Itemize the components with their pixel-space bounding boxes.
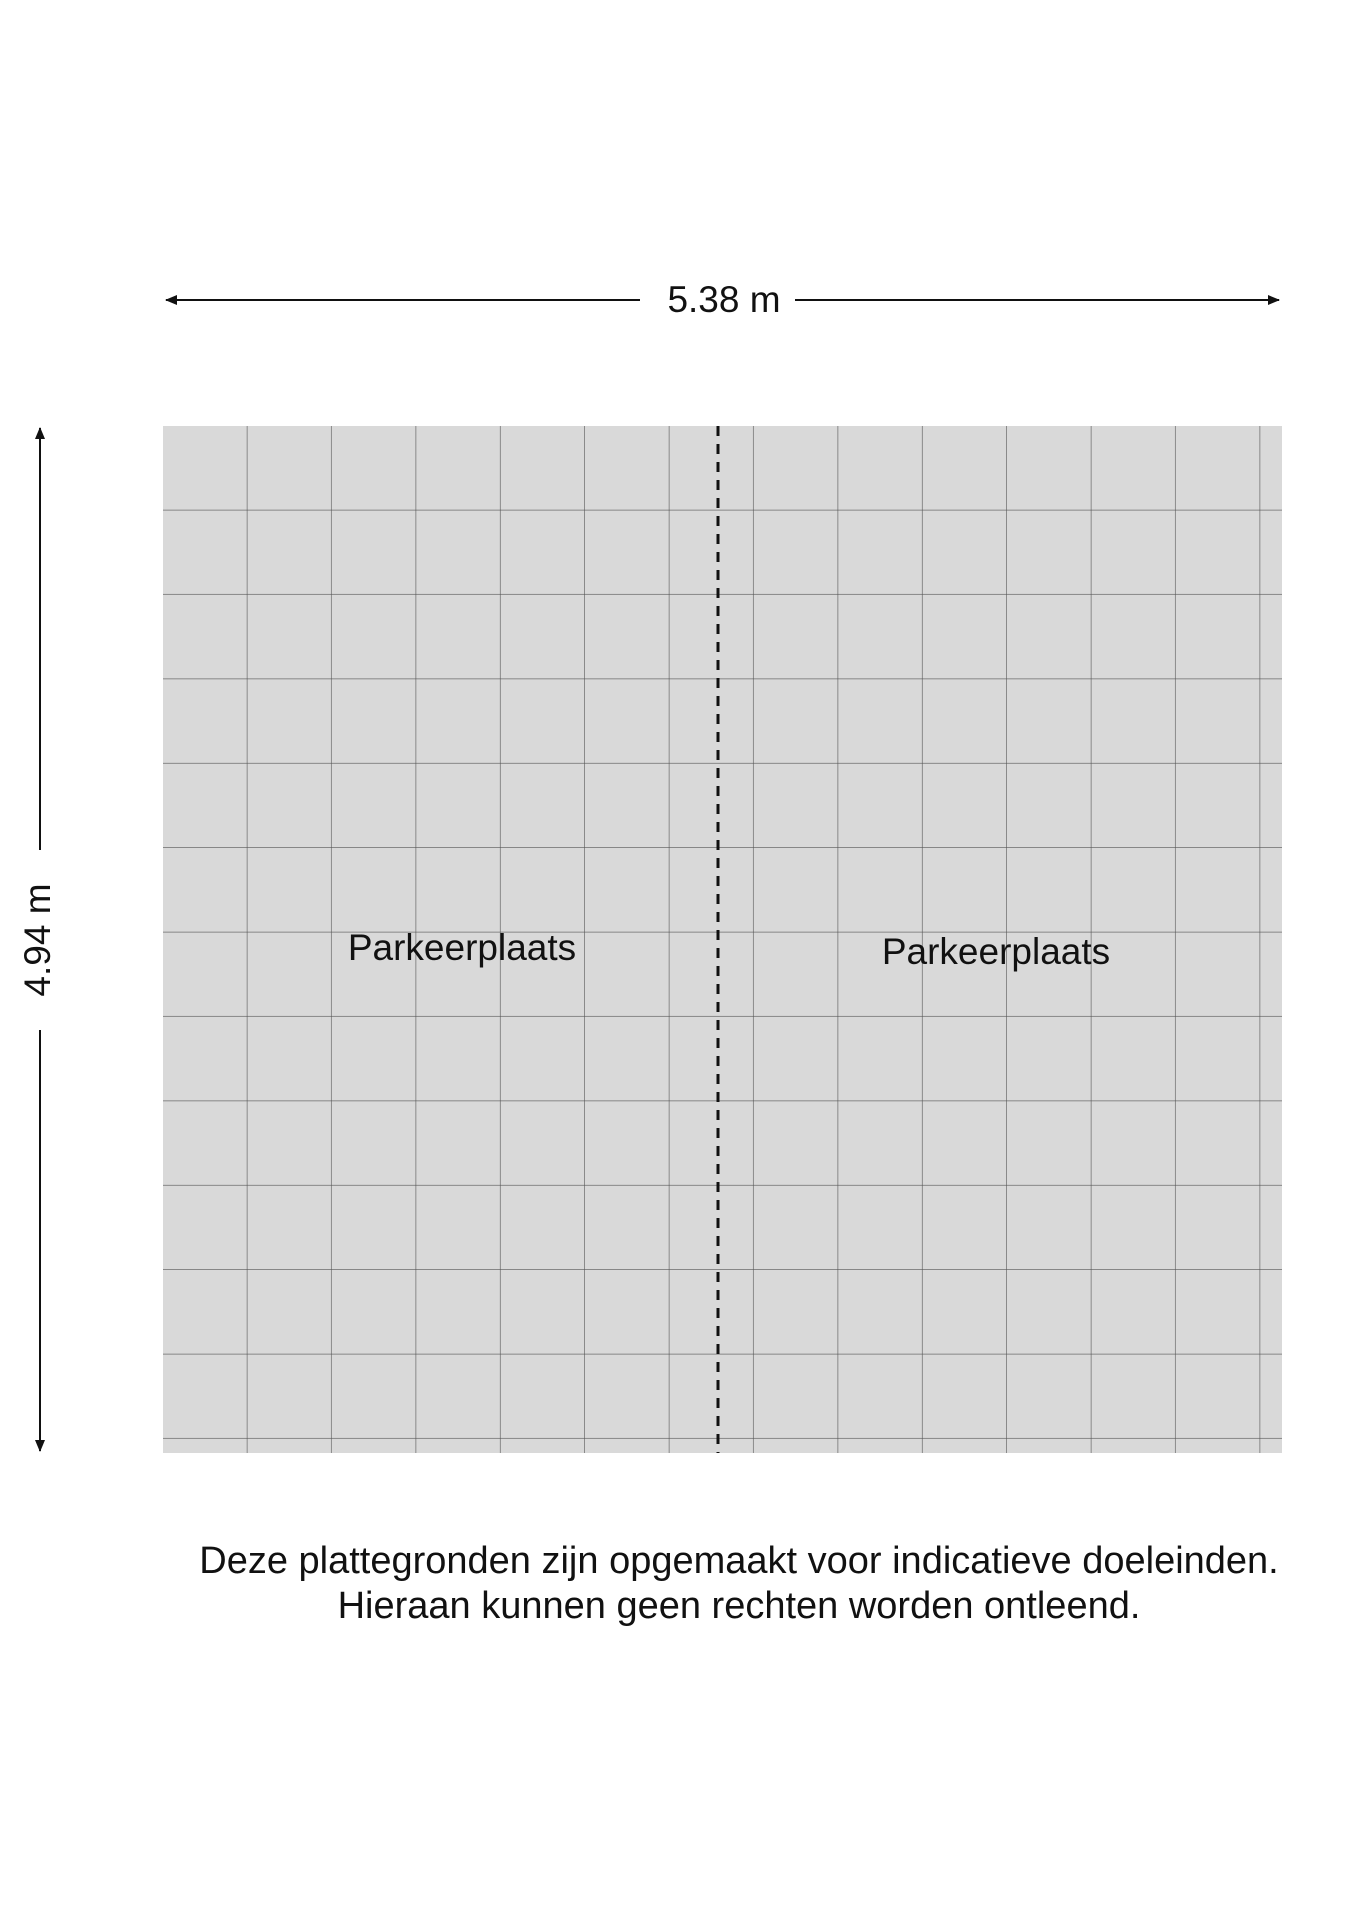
disclaimer-line: Deze plattegronden zijn opgemaakt voor i… (199, 1540, 1279, 1582)
room-label: Parkeerplaats (348, 927, 576, 968)
tile-grid (163, 426, 1282, 1453)
width-label: 5.38 m (667, 279, 780, 320)
depth-label: 4.94 m (17, 883, 58, 996)
disclaimer-line: Hieraan kunnen geen rechten worden ontle… (338, 1585, 1141, 1627)
room-label: Parkeerplaats (882, 931, 1110, 972)
